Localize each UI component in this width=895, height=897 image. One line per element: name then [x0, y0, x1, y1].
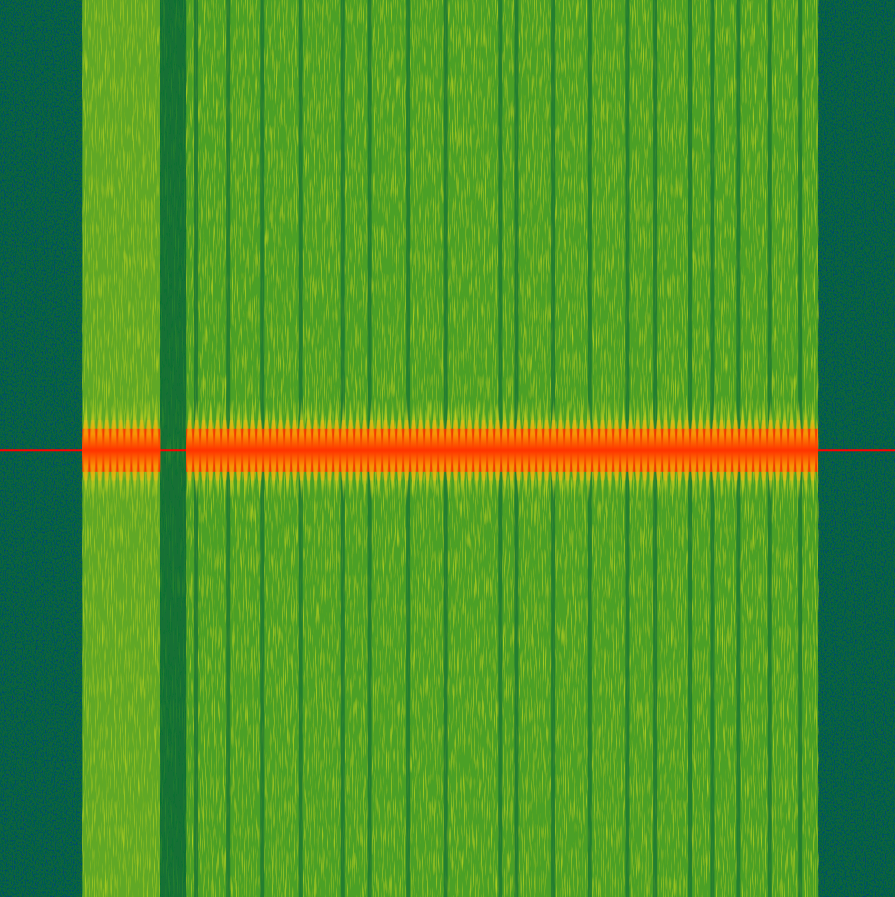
spectrogram — [0, 0, 895, 897]
noise-floor — [0, 0, 895, 897]
spectrogram-root — [0, 0, 895, 897]
noise-band — [82, 0, 160, 897]
burst-spikes — [82, 420, 160, 480]
noise-band — [160, 0, 186, 897]
noise-band — [186, 0, 818, 897]
burst-fringe — [82, 396, 160, 504]
signal-burst — [82, 396, 160, 504]
burst-fringe — [186, 396, 818, 504]
signal-burst — [186, 396, 818, 504]
burst-spikes — [186, 420, 818, 480]
plot-area — [0, 0, 895, 897]
